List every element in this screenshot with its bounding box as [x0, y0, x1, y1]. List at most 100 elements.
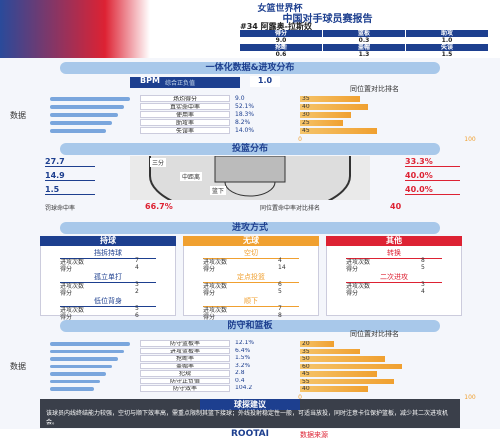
row-value: 12.1% — [235, 340, 255, 346]
left-bar — [50, 342, 130, 346]
rank-bar: 50 — [300, 356, 385, 362]
scout-text: 该球员内线终结能力较强，空切与顺下效率高，需重点限制其篮下接球；外线投射稳定性一… — [46, 410, 449, 426]
row-label: 防守篮板率 — [140, 340, 230, 347]
item-value: 6 — [278, 281, 282, 288]
item-label: 进攻次数 — [346, 283, 371, 290]
player: #34 阿露奥-拉斯奴 — [240, 22, 312, 31]
left-bar — [50, 121, 112, 125]
group-title: 挡拆持球 — [60, 248, 156, 259]
row-value: 8.2% — [235, 119, 251, 126]
item-label: 得分 — [203, 266, 216, 273]
bpm-label: BPM — [140, 76, 160, 85]
stat-label: 得分 — [240, 30, 322, 37]
item-label: 进攻次数 — [60, 259, 85, 266]
left-bar — [50, 364, 112, 368]
item-value: 7 — [278, 305, 282, 312]
row-label: 助攻率 — [140, 119, 230, 126]
stat-value: 0.3 — [323, 37, 405, 44]
summary-label: 罚球命中率 — [45, 205, 76, 212]
item-label: 得分 — [60, 266, 73, 273]
tag: 数据来源 — [300, 431, 328, 439]
item-value: 5 — [135, 305, 139, 312]
summary-value: 40 — [390, 202, 402, 211]
column — [183, 236, 319, 316]
bpm-note: 综合正负值 — [165, 80, 196, 87]
row-label: 进攻篮板率 — [140, 347, 230, 354]
item-label: 得分 — [203, 290, 216, 297]
item-label: 进攻次数 — [203, 283, 228, 290]
row-label: 犯规 — [140, 370, 230, 377]
section-banner: 一体化数据&进攻分布 — [60, 62, 440, 74]
rank-bar: 40 — [300, 386, 368, 392]
row-label: 场均得分 — [140, 95, 230, 102]
row-value: 2.8 — [235, 370, 245, 376]
column-title: 其他 — [326, 236, 462, 246]
section-banner: 防守和篮板 — [60, 320, 440, 332]
zone-fg: 33.3% — [405, 157, 460, 167]
rank-bar: 55 — [300, 378, 394, 384]
left-title: 数据 — [10, 362, 26, 372]
rank-bar: 25 — [300, 120, 343, 126]
tick: 100 — [464, 393, 476, 401]
left-bar — [50, 349, 124, 353]
row-label: 防守正负值 — [140, 377, 230, 384]
left-bar — [50, 113, 118, 117]
rank-bar: 30 — [300, 112, 351, 118]
row-value: 6.4% — [235, 347, 251, 354]
zone-freq: 1.5 — [45, 185, 95, 195]
scout-title: 球探建议 — [200, 399, 300, 410]
group-title: 转换 — [346, 248, 442, 259]
item-value: 14 — [278, 264, 286, 271]
item-label: 得分 — [60, 290, 73, 297]
left-bar — [50, 379, 100, 383]
row-value: 14.0% — [235, 127, 255, 134]
right-title: 同位置对比排名 — [350, 85, 399, 93]
stat-label: 失误 — [406, 44, 488, 51]
bpm-box — [130, 77, 240, 88]
zone-freq: 27.7 — [45, 157, 95, 167]
title: 中国对手球员赛报告 — [282, 14, 373, 25]
zone-fg: 40.0% — [405, 185, 460, 195]
rank-bar: 40 — [300, 104, 368, 110]
group-title: 低位背身 — [60, 296, 156, 307]
zone-name: 中距离 — [180, 172, 203, 181]
rank-bar: 35 — [300, 348, 360, 354]
group-title: 空切 — [203, 248, 299, 259]
stat-value: 9.0 — [240, 37, 322, 44]
left-bar — [50, 357, 118, 361]
item-value: 6 — [135, 312, 139, 319]
zone-freq: 14.9 — [45, 171, 95, 181]
group-title: 二次进攻 — [346, 272, 442, 283]
stat-value: 1.0 — [406, 37, 488, 44]
right-title: 同位置对比排名 — [350, 330, 399, 338]
item-value: 8 — [421, 257, 425, 264]
tick: 100 — [464, 136, 476, 143]
item-label: 进攻次数 — [203, 259, 228, 266]
bpm-value: 1.0 — [250, 76, 280, 87]
item-value: 3 — [421, 281, 425, 288]
section-banner: 进攻方式 — [60, 222, 440, 234]
stat-value: 1.5 — [406, 51, 488, 58]
group-title: 顺下 — [203, 296, 299, 307]
left-title: 数据 — [10, 111, 26, 120]
item-value: 3 — [135, 281, 139, 288]
item-value: 8 — [278, 312, 282, 319]
stat-value: 1.3 — [323, 51, 405, 58]
rank-bar: 45 — [300, 128, 377, 134]
stat-label: 助攻 — [406, 30, 488, 37]
left-bar — [50, 129, 106, 133]
item-label: 进攻次数 — [203, 307, 228, 314]
left-bar — [50, 97, 130, 101]
tick: 0 — [298, 136, 302, 143]
rank-bar: 45 — [300, 371, 377, 377]
row-value: 104.2 — [235, 385, 253, 391]
summary-value: 66.7% — [145, 202, 173, 211]
item-value: 7 — [135, 257, 139, 264]
item-label: 进攻次数 — [346, 259, 371, 266]
row-label: 真实命中率 — [140, 103, 230, 110]
section-banner: 投篮分布 — [60, 143, 440, 155]
row-value: 18.3% — [235, 111, 255, 118]
zone-name: 篮下 — [210, 186, 227, 195]
item-value: 4 — [278, 257, 282, 264]
left-bar — [50, 372, 106, 376]
